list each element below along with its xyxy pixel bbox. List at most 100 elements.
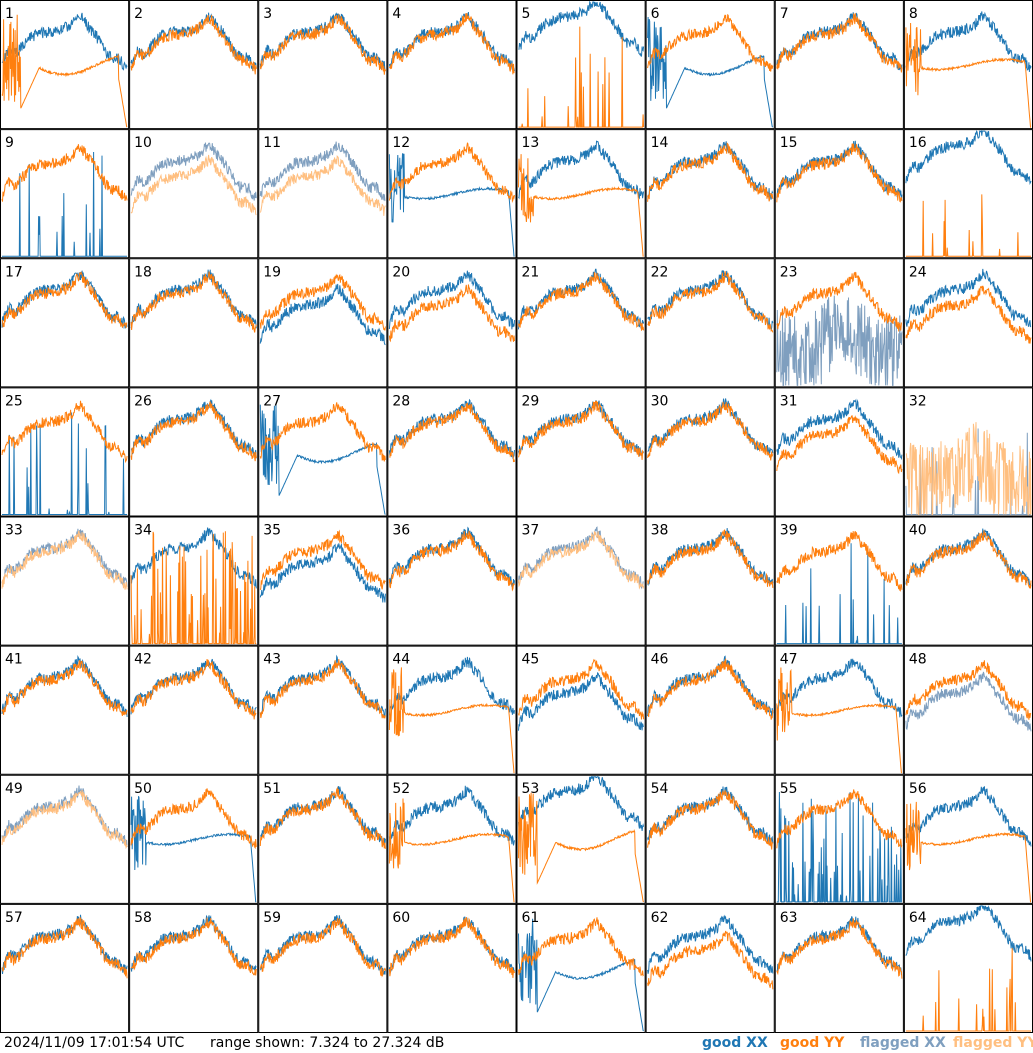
panel-58: 58 <box>129 903 259 1033</box>
panel-label: 45 <box>522 652 540 668</box>
trace-xx-10 <box>130 142 257 201</box>
trace-xx-27 <box>259 403 386 515</box>
trace-yy-28 <box>389 402 515 463</box>
panel-label: 39 <box>780 523 798 539</box>
trace-yy-4 <box>388 13 515 75</box>
panel-label: 62 <box>651 910 669 926</box>
panel-frame <box>387 774 517 904</box>
trace-yy-53 <box>518 792 645 903</box>
panel-frame <box>258 774 388 904</box>
trace-yy-12 <box>388 142 515 203</box>
panel-label: 42 <box>134 652 152 668</box>
panel-24: 24 <box>903 258 1033 388</box>
panel-label: 55 <box>780 781 798 797</box>
panel-label: 46 <box>651 652 669 668</box>
panel-label: 2 <box>134 6 143 22</box>
panel-label: 64 <box>909 910 927 926</box>
trace-xx-29 <box>518 400 645 457</box>
panel-18: 18 <box>129 258 259 388</box>
panel-label: 30 <box>651 393 669 409</box>
panel-45: 45 <box>516 645 646 775</box>
panel-48: 48 <box>903 645 1033 775</box>
trace-yy-25 <box>1 400 128 464</box>
trace-yy-48 <box>905 660 1032 720</box>
panel-label: 19 <box>263 264 281 280</box>
trace-xx-44 <box>388 656 515 716</box>
panel-label: 20 <box>392 264 410 280</box>
panel-label: 53 <box>522 781 540 797</box>
panel-39: 39 <box>774 516 904 646</box>
panel-41: 41 <box>0 645 130 775</box>
panel-36: 36 <box>387 516 517 646</box>
trace-xx-16 <box>905 130 1032 185</box>
panel-frame <box>516 774 646 904</box>
trace-xx-5 <box>518 0 645 57</box>
panel-49: 49 <box>0 774 130 904</box>
trace-xx-19 <box>259 283 386 346</box>
panel-43: 43 <box>258 645 388 775</box>
panel-label: 58 <box>134 910 152 926</box>
trace-yy-42 <box>130 659 257 720</box>
trace-xx-23 <box>776 295 903 386</box>
trace-yy-37 <box>518 531 645 590</box>
panel-34: 34 <box>129 516 259 646</box>
trace-yy-60 <box>388 916 515 978</box>
trace-xx-51 <box>260 786 386 846</box>
panel-label: 16 <box>909 135 927 151</box>
panel-63: 63 <box>774 903 904 1033</box>
panel-5: 5 <box>516 0 646 130</box>
panel-17: 17 <box>0 258 130 388</box>
panel-frame <box>774 129 904 259</box>
panel-21: 21 <box>516 258 646 388</box>
trace-xx-1 <box>1 12 128 71</box>
panel-label: 61 <box>522 910 540 926</box>
panel-frame <box>0 645 130 775</box>
panel-61: 61 <box>516 903 646 1033</box>
panel-9: 9 <box>0 129 130 259</box>
panel-label: 35 <box>263 523 281 539</box>
trace-xx-20 <box>388 270 515 330</box>
trace-xx-45 <box>518 671 645 731</box>
trace-yy-54 <box>647 789 774 850</box>
panel-60: 60 <box>387 903 517 1033</box>
panel-label: 23 <box>780 264 798 280</box>
panel-frame <box>387 516 517 646</box>
panel-frame <box>903 258 1033 388</box>
panel-30: 30 <box>645 387 775 517</box>
trace-yy-43 <box>259 659 386 720</box>
trace-yy-1 <box>1 14 128 128</box>
trace-xx-8 <box>905 11 1032 72</box>
panel-11: 11 <box>258 129 388 259</box>
panel-label: 25 <box>5 393 23 409</box>
panel-label: 29 <box>522 393 540 409</box>
trace-yy-56 <box>905 801 1032 903</box>
trace-xx-6 <box>647 16 774 128</box>
trace-yy-10 <box>130 154 257 216</box>
trace-xx-25 <box>2 412 128 515</box>
trace-yy-18 <box>130 271 257 333</box>
panel-frame <box>903 516 1033 646</box>
panel-frame <box>516 903 646 1033</box>
panel-frame <box>645 645 775 775</box>
trace-yy-39 <box>776 531 903 592</box>
panel-label: 56 <box>909 781 927 797</box>
trace-yy-15 <box>776 142 903 203</box>
panel-label: 36 <box>392 523 410 539</box>
trace-yy-62 <box>647 930 774 990</box>
panel-frame <box>387 903 517 1033</box>
panel-4: 4 <box>387 0 517 130</box>
panel-label: 37 <box>522 523 540 539</box>
trace-yy-47 <box>776 667 902 774</box>
panel-57: 57 <box>0 903 130 1033</box>
trace-yy-9 <box>1 144 128 202</box>
panel-frame <box>129 645 259 775</box>
panel-51: 51 <box>258 774 388 904</box>
trace-yy-38 <box>647 529 774 588</box>
panel-frame <box>645 387 775 517</box>
panel-label: 50 <box>134 781 152 797</box>
trace-xx-59 <box>259 915 386 976</box>
trace-yy-51 <box>259 786 386 849</box>
panel-label: 59 <box>263 910 281 926</box>
panel-29: 29 <box>516 387 646 517</box>
